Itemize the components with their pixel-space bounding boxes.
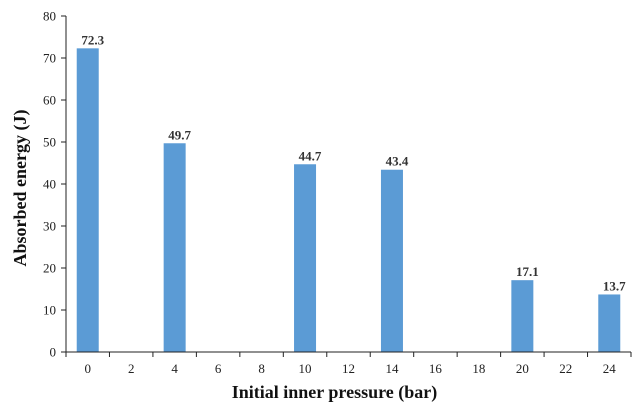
x-tick-label: 12: [342, 361, 355, 376]
y-tick-label: 80: [43, 9, 56, 24]
y-tick-label: 20: [43, 261, 56, 276]
bars-layer: [76, 48, 621, 353]
x-tick-label: 14: [385, 361, 399, 376]
x-tick-label: 22: [559, 361, 572, 376]
data-label: 72.3: [81, 32, 104, 47]
x-axis-ticks: 0 2 4 6 8 10 12 14 16 18 20 22 24: [65, 352, 632, 376]
bar: [380, 169, 403, 352]
data-label: 49.7: [168, 127, 191, 142]
bar: [511, 280, 534, 352]
y-tick-label: 10: [43, 303, 56, 318]
x-axis-title: Initial inner pressure (bar): [232, 382, 438, 403]
y-tick-label: 70: [43, 51, 56, 66]
x-tick-label: 4: [171, 361, 178, 376]
data-label: 44.7: [299, 148, 322, 163]
bar: [598, 294, 621, 352]
data-label: 17.1: [516, 264, 539, 279]
x-tick-label: 20: [516, 361, 529, 376]
y-tick-label: 0: [50, 345, 57, 360]
x-tick-label: 8: [258, 361, 265, 376]
y-tick-label: 50: [43, 135, 56, 150]
x-tick-label: 6: [215, 361, 222, 376]
x-tick-label: 18: [472, 361, 485, 376]
bar: [76, 48, 99, 353]
x-tick-label: 16: [429, 361, 443, 376]
y-tick-label: 30: [43, 219, 56, 234]
data-label: 13.7: [603, 278, 626, 293]
y-axis-title: Absorbed energy (J): [10, 110, 31, 267]
data-label: 43.4: [386, 154, 409, 169]
x-tick-label: 0: [84, 361, 91, 376]
x-tick-label: 10: [299, 361, 312, 376]
bar: [163, 143, 186, 352]
y-tick-label: 60: [43, 93, 56, 108]
y-tick-label: 40: [43, 177, 56, 192]
data-labels-layer: 72.3 49.7 44.7 43.4 17.1 13.7: [81, 32, 626, 293]
x-tick-label: 2: [128, 361, 135, 376]
bar: [294, 164, 317, 352]
x-tick-label: 24: [603, 361, 617, 376]
y-axis-ticks: 0 10 20 30 40 50 60 70 80: [43, 9, 66, 360]
